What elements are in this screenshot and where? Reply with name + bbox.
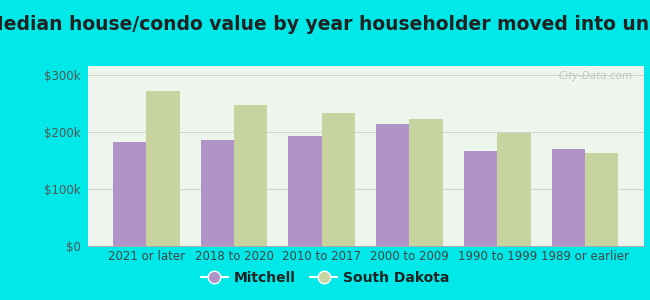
Bar <box>497 134 530 246</box>
Bar <box>234 105 267 246</box>
Text: Median house/condo value by year householder moved into unit: Median house/condo value by year househo… <box>0 15 650 34</box>
Bar <box>146 91 179 246</box>
Bar <box>289 136 322 246</box>
Text: City-Data.com: City-Data.com <box>558 71 632 81</box>
Bar <box>585 153 618 246</box>
Bar <box>322 113 355 246</box>
Bar <box>410 119 443 246</box>
Legend: Mitchell, South Dakota: Mitchell, South Dakota <box>195 265 455 290</box>
Bar <box>376 124 410 246</box>
Bar <box>113 142 146 246</box>
Bar <box>464 151 497 246</box>
Bar <box>201 140 234 246</box>
Bar <box>552 149 585 246</box>
